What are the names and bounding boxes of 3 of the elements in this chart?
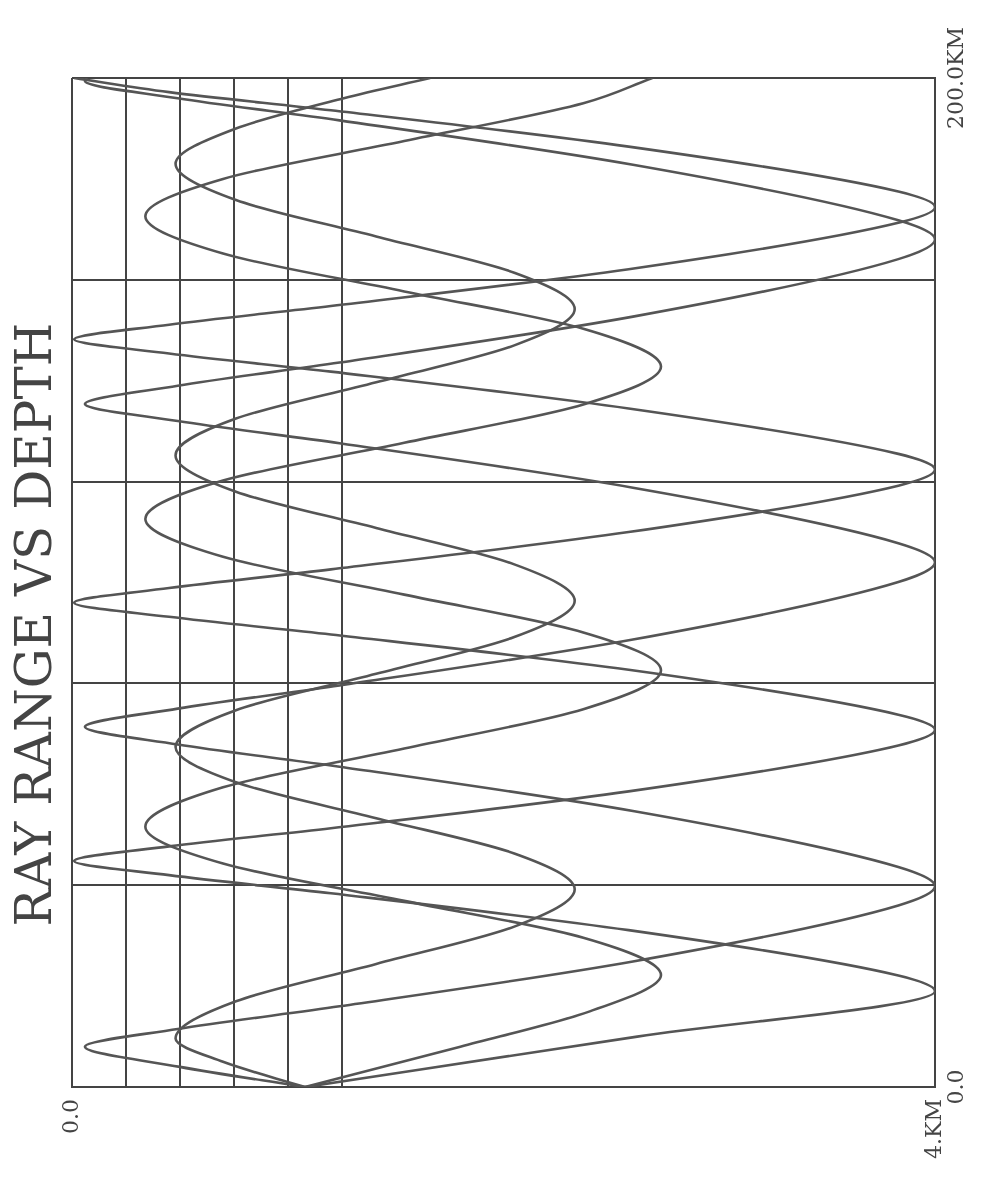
x-tick-label: 4.KM bbox=[920, 1099, 946, 1159]
y-tick-label: 200.0KM bbox=[942, 27, 968, 129]
text: RAY RANGE VS DEPTH bbox=[4, 322, 63, 927]
